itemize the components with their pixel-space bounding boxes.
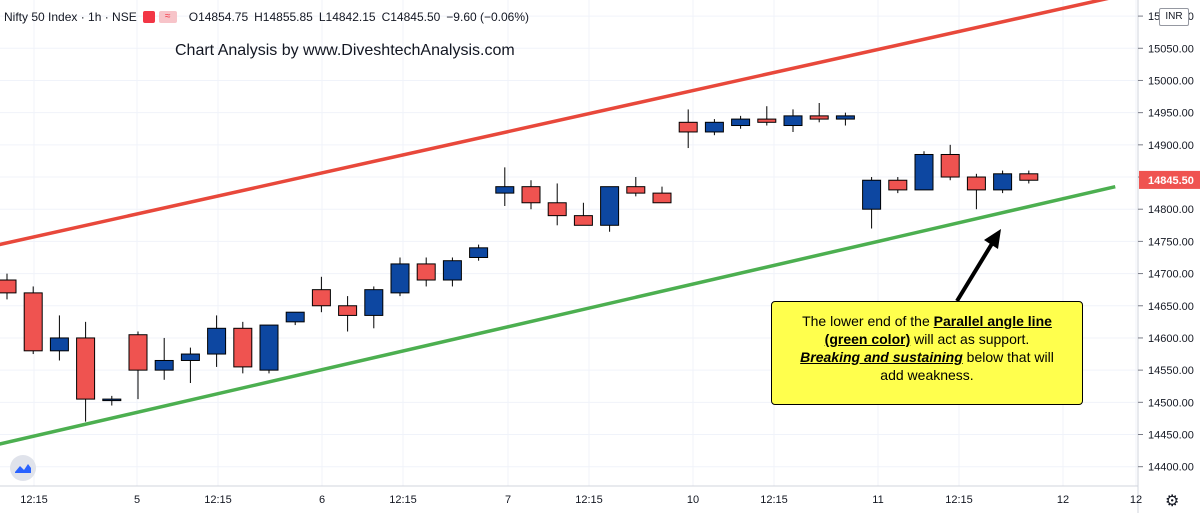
callout-text: add weakness. — [880, 367, 974, 383]
candle-body[interactable] — [102, 398, 122, 402]
candle-body[interactable] — [521, 186, 541, 204]
y-tick-label: 14400.00 — [1148, 462, 1194, 474]
y-tick-label: 14900.00 — [1148, 140, 1194, 152]
candle-body[interactable] — [469, 247, 489, 258]
candle-body[interactable] — [0, 279, 17, 294]
candle-body[interactable] — [914, 153, 934, 191]
candle-body[interactable] — [731, 118, 751, 127]
ohlc-high: H14855.85 — [254, 10, 313, 24]
last-price-label: 14845.50 — [1148, 175, 1194, 187]
y-tick-label: 14500.00 — [1148, 397, 1194, 409]
candle-body[interactable] — [626, 186, 646, 194]
market-status-icon — [142, 11, 155, 23]
candle-body[interactable] — [364, 289, 384, 316]
price-axis-bg — [1138, 0, 1200, 513]
candle-body[interactable] — [233, 327, 253, 368]
symbol-label[interactable]: Nifty 50 Index · 1h · NSE — [4, 10, 137, 24]
y-tick-label: 14700.00 — [1148, 269, 1194, 281]
callout-text: will act as support. — [910, 331, 1030, 347]
y-tick-label: 14750.00 — [1148, 236, 1194, 248]
x-tick-label: 11 — [872, 494, 883, 506]
ohlc-low: L14842.15 — [318, 10, 376, 24]
candle-body[interactable] — [862, 179, 882, 210]
candle-body[interactable] — [835, 115, 855, 120]
y-tick-label: 14650.00 — [1148, 301, 1194, 313]
candle-body[interactable] — [652, 192, 672, 204]
x-tick-label: 10 — [687, 494, 699, 506]
y-tick-label: 14450.00 — [1148, 430, 1194, 442]
callout-text: The lower end of the — [802, 313, 934, 329]
y-tick-label: 15050.00 — [1148, 43, 1194, 55]
candle-body[interactable] — [547, 202, 567, 217]
callout-arrowhead — [984, 229, 1001, 249]
x-tick-label: 6 — [319, 494, 325, 506]
candle-body[interactable] — [180, 353, 200, 361]
y-tick-label: 15000.00 — [1148, 75, 1194, 87]
x-tick-label: 12:15 — [575, 494, 603, 506]
last-price-tag — [1139, 170, 1200, 189]
x-tick-label: 5 — [134, 494, 140, 506]
candle-body[interactable] — [783, 115, 803, 127]
callout-emphasis: Parallel angle line — [933, 313, 1052, 329]
x-tick-label: 12:15 — [204, 494, 232, 506]
currency-button[interactable]: INR — [1159, 8, 1189, 26]
candle-body[interactable] — [888, 179, 908, 191]
x-tick-label: 12:15 — [945, 494, 973, 506]
candle-body[interactable] — [678, 121, 698, 133]
candle-body[interactable] — [49, 337, 69, 352]
candle-body[interactable] — [154, 359, 174, 371]
candle-body[interactable] — [573, 215, 593, 226]
candle-body[interactable] — [311, 289, 331, 307]
callout-emphasis: Breaking and sustaining — [800, 349, 963, 365]
candle-body[interactable] — [285, 311, 305, 323]
x-tick-label: 12 — [1057, 494, 1069, 506]
candle-body[interactable] — [416, 263, 436, 281]
candle-body[interactable] — [940, 153, 960, 178]
candle-body[interactable] — [23, 292, 43, 352]
candle-body[interactable] — [128, 334, 148, 371]
callout-emphasis: (green color) — [824, 331, 911, 347]
ohlc-open: O14854.75 — [188, 10, 249, 24]
tradingview-logo-icon[interactable] — [10, 455, 36, 481]
candle-body[interactable] — [993, 173, 1013, 191]
chart-header: Nifty 50 Index · 1h · NSE ≈ O14854.75 H1… — [4, 6, 529, 28]
candle-body[interactable] — [207, 327, 227, 355]
x-tick-label: 7 — [505, 494, 511, 506]
x-tick-label: 12:15 — [20, 494, 48, 506]
gear-icon[interactable]: ⚙ — [1165, 493, 1180, 510]
ohlc-close: C14845.50 — [381, 10, 441, 24]
candle-body[interactable] — [809, 115, 829, 120]
y-tick-label: 14600.00 — [1148, 333, 1194, 345]
y-tick-label: 14550.00 — [1148, 365, 1194, 377]
chart-watermark: Chart Analysis by www.DiveshtechAnalysis… — [175, 42, 515, 59]
lower-channel-line — [0, 184, 1116, 446]
candle-body[interactable] — [259, 324, 279, 371]
candle-body[interactable] — [966, 176, 986, 191]
candle-body[interactable] — [757, 118, 777, 123]
candle-body[interactable] — [442, 260, 462, 281]
candle-body[interactable] — [704, 121, 724, 133]
callout-text: below that will — [962, 349, 1054, 365]
candle-body[interactable] — [1019, 173, 1039, 181]
x-tick-label: 12:15 — [389, 494, 417, 506]
price-change: −9.60 (−0.06%) — [446, 10, 530, 24]
x-tick-label: 12:15 — [760, 494, 788, 506]
candle-body[interactable] — [390, 263, 410, 294]
candle-body[interactable] — [495, 186, 515, 194]
x-tick-label: 12 — [1130, 494, 1142, 506]
y-tick-label: 14800.00 — [1148, 204, 1194, 216]
analysis-callout: The lower end of the Parallel angle line… — [771, 301, 1083, 405]
y-tick-label: 14950.00 — [1148, 108, 1194, 120]
candle-body[interactable] — [600, 186, 620, 226]
callout-arrow — [955, 240, 995, 303]
upper-channel-line — [0, 0, 1109, 247]
delayed-data-icon[interactable]: ≈ — [158, 11, 177, 23]
candle-body[interactable] — [338, 305, 358, 316]
candle-body[interactable] — [76, 337, 96, 400]
